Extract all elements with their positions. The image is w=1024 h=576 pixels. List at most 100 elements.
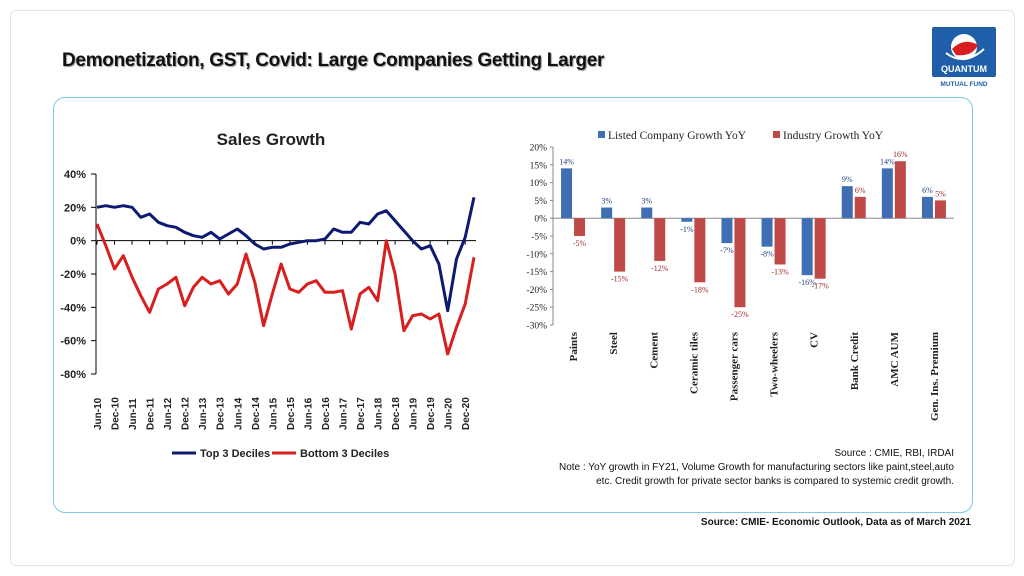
bar-chart-legend: Listed Company Growth YoY Industry Growth… [598, 130, 884, 142]
bar-data-label: -25% [731, 310, 749, 319]
bar-chart-category-label: Passenger cars [728, 331, 740, 401]
line-chart-series [95, 196, 476, 356]
bar-data-label: 9% [842, 175, 853, 184]
line-chart-y-tick-label: -40% [60, 302, 86, 314]
line-chart-x-tick-label: Dec-17 [356, 397, 367, 430]
legend-label: Bottom 3 Deciles [300, 448, 389, 460]
bar-chart-categories: Paints Steel Cement Ceramic tiles Passenger … [568, 331, 941, 421]
legend-label: Industry Growth YoY [783, 130, 884, 142]
bar-data-label: 6% [922, 186, 933, 195]
line-chart-x-tick-label: Dec-20 [461, 397, 472, 430]
bar-data-label: 16% [893, 150, 908, 159]
line-chart-y-tick-label: -80% [60, 369, 86, 381]
bar-data-label: -17% [811, 282, 829, 291]
line-chart-x-tick-label: Dec-18 [391, 397, 402, 430]
bar-listed [921, 196, 933, 219]
line-chart-x-tick-label: Dec-15 [286, 397, 297, 430]
bar-listed [881, 168, 893, 219]
bar-industry [694, 218, 706, 283]
bar-data-label: -18% [691, 285, 709, 294]
bar-chart-category-label: Paints [568, 331, 580, 361]
bar-data-label: -12% [651, 264, 669, 273]
sector-growth-bar-chart: Listed Company Growth YoY Industry Growth… [526, 130, 954, 421]
line-chart-x-tick-label: Dec-16 [321, 397, 332, 430]
line-chart-y-tick-label: -20% [60, 269, 86, 281]
logo-line1: QUANTUM [941, 64, 987, 74]
bar-industry [734, 218, 746, 308]
line-chart-x-tick-label: Dec-13 [216, 397, 227, 430]
content-box [53, 97, 973, 513]
note-text: Note : YoY growth in FY21, Volume Growth… [558, 462, 954, 487]
bar-chart-category-label: Gen. Ins. Premium [929, 332, 941, 421]
bar-listed [841, 186, 853, 219]
bar-listed [721, 218, 733, 244]
bar-data-label: -1% [680, 225, 694, 234]
bar-chart-category-label: CV [809, 332, 821, 348]
line-chart-x-tick-label: Jun-15 [268, 397, 279, 430]
bar-data-label: -16% [798, 278, 816, 287]
footer-source: Source: CMIE- Economic Outlook, Data as … [700, 517, 971, 528]
bar-industry [854, 196, 866, 219]
bar-chart-y-tick-label: 0% [534, 215, 547, 225]
quantum-globe-logo-icon: QUANTUM MUTUAL FUND [932, 27, 996, 88]
line-chart-x-tick-label: Dec-14 [251, 397, 262, 430]
bar-data-label: -7% [720, 246, 734, 255]
quantum-logo: QUANTUM MUTUAL FUND [932, 27, 996, 89]
line-chart-x-tick-label: Jun-19 [409, 397, 420, 430]
logo-line2: MUTUAL FUND [940, 81, 987, 88]
line-chart-x-ticks: Jun-10 Dec-10 Jun-11 Dec-11 Jun-12 Dec-12 Jun-… [93, 240, 472, 430]
bar-chart-y-tick-label: 10% [530, 179, 548, 189]
bar-chart-bars: 14%-5%3%-15%3%-12%-1%-18%-7%-25%-8%-13%-… [559, 150, 946, 319]
bar-data-label: -5% [573, 239, 587, 248]
bar-chart-category-label: Cement [648, 332, 660, 369]
bar-data-label: 3% [641, 197, 652, 206]
bar-data-label: -8% [760, 250, 774, 259]
line-chart-x-tick-label: Jun-12 [163, 397, 174, 430]
bar-listed [801, 218, 813, 276]
line-chart-x-tick-label: Dec-19 [426, 397, 437, 430]
bar-listed [641, 207, 653, 219]
bar-chart-y-ticks: 20% 15% 10% 5% 0% -5% -10% -15% -20% -25% -30% [526, 144, 553, 332]
line-chart-y-tick-label: 20% [64, 202, 86, 214]
line-chart-y-tick-label: 0% [70, 236, 86, 248]
bar-chart-y-tick-label: -25% [526, 304, 547, 314]
line-series-bottom-3-deciles [95, 223, 476, 356]
bar-listed [681, 218, 693, 222]
line-series-top-3-deciles [96, 196, 476, 313]
line-chart-x-tick-label: Jun-10 [93, 397, 104, 430]
line-chart-y-tick-label: -60% [60, 336, 86, 348]
note-source: Source : CMIE, RBI, IRDAI [834, 448, 954, 459]
line-chart-x-tick-label: Jun-20 [444, 397, 455, 430]
notes-block: Source : CMIE, RBI, IRDAI Note : YoY gro… [554, 447, 954, 489]
bar-chart-y-tick-label: 20% [530, 144, 548, 154]
bar-industry [614, 218, 626, 272]
bar-chart-category-label: AMC AUM [889, 331, 901, 386]
line-chart-x-tick-label: Dec-12 [181, 397, 192, 430]
bar-industry [574, 218, 586, 236]
legend-swatch [598, 131, 605, 138]
bar-industry [654, 218, 666, 261]
slide-title: Demonetization, GST, Covid: Large Compan… [62, 50, 605, 71]
line-chart-y-ticks: 40% 20% 0% -20% -40% -60% -80% [60, 169, 96, 381]
bar-chart-category-label: Steel [608, 332, 620, 355]
bar-data-label: 5% [935, 189, 946, 198]
line-chart-x-tick-label: Jun-17 [338, 397, 349, 430]
bar-industry [894, 161, 906, 219]
line-chart-x-tick-label: Jun-14 [233, 397, 244, 430]
legend-swatch [773, 131, 780, 138]
line-chart-x-tick-label: Jun-18 [374, 397, 385, 430]
legend-label: Listed Company Growth YoY [608, 130, 747, 142]
bar-data-label: 14% [559, 157, 574, 166]
line-chart-legend: Top 3 Deciles Bottom 3 Deciles [172, 448, 389, 460]
line-chart-x-tick-label: Dec-10 [111, 397, 122, 430]
bar-chart-y-tick-label: -5% [531, 233, 547, 243]
bar-listed [601, 207, 613, 219]
line-chart-x-tick-label: Dec-11 [146, 397, 157, 430]
bar-chart-y-tick-label: 15% [530, 161, 548, 171]
line-chart-x-tick-label: Jun-11 [128, 398, 139, 430]
bar-listed [561, 168, 573, 219]
bar-data-label: -15% [611, 275, 629, 284]
legend-label: Top 3 Deciles [200, 448, 270, 460]
bar-chart-y-tick-label: 5% [534, 197, 547, 207]
